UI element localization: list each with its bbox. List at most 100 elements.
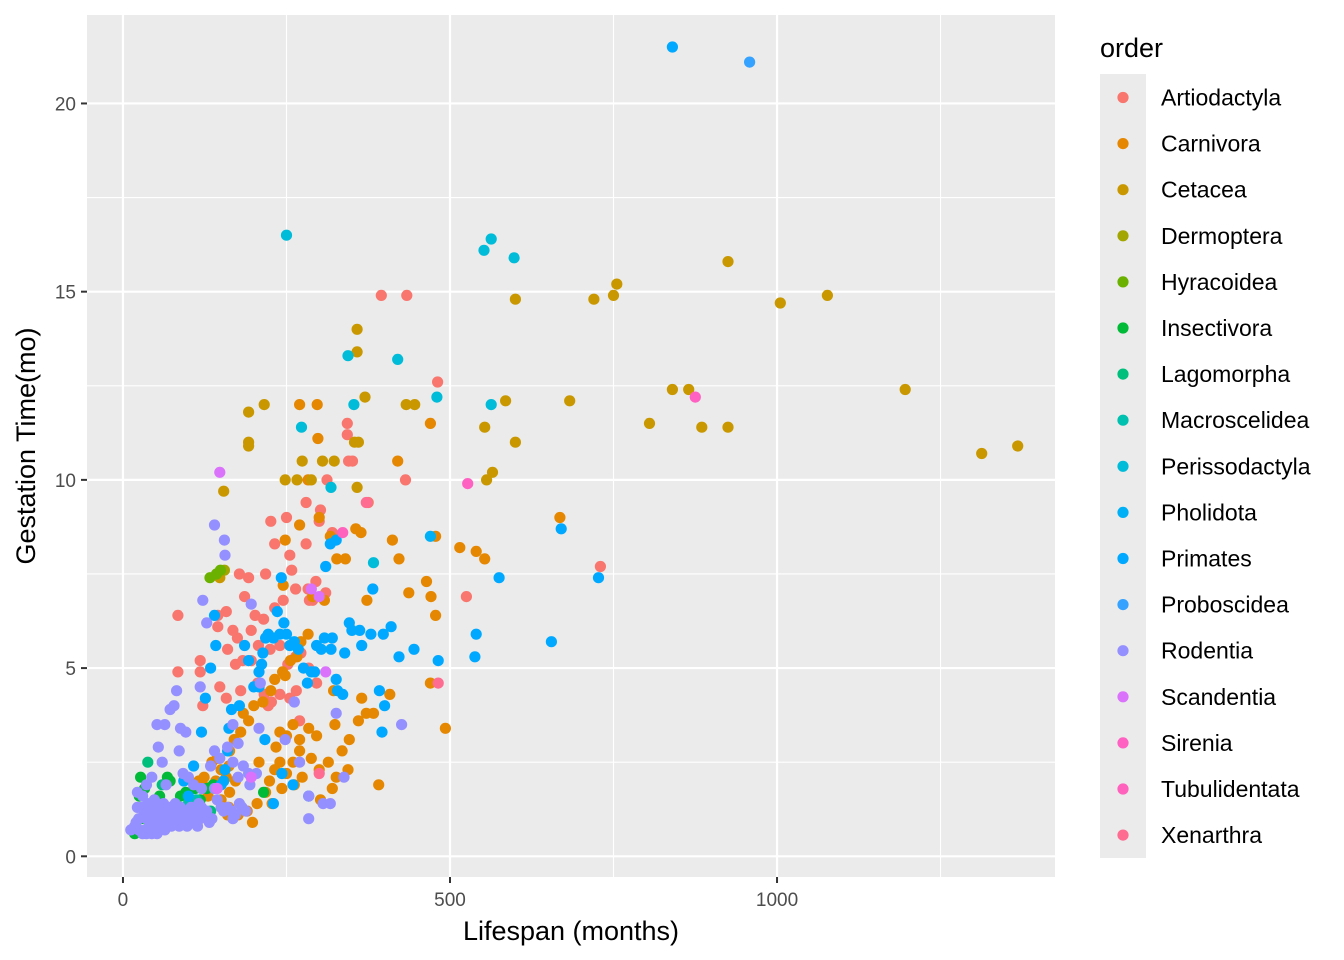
- point-perissodactyla: [367, 557, 380, 569]
- point-primates: [324, 538, 336, 550]
- point-primates: [287, 779, 299, 791]
- point-artiodactyla: [243, 572, 255, 584]
- point-hyracoidea: [214, 564, 226, 576]
- point-rodentia: [173, 745, 185, 757]
- point-primates: [339, 647, 351, 659]
- point-primates: [297, 662, 310, 674]
- point-cetacea: [351, 323, 363, 335]
- legend-label-xenarthra: Xenarthra: [1161, 822, 1262, 848]
- point-primates: [267, 798, 279, 810]
- point-perissodactyla: [508, 252, 520, 264]
- point-carnivora: [352, 715, 364, 727]
- data-points: [125, 41, 1024, 840]
- point-primates: [592, 572, 605, 584]
- point-rodentia: [208, 745, 221, 757]
- point-carnivora: [263, 775, 276, 787]
- point-carnivora: [330, 771, 342, 783]
- point-primates: [432, 655, 444, 667]
- legend-key-cetacea: [1117, 184, 1129, 196]
- point-rodentia: [279, 734, 291, 746]
- point-carnivora: [403, 587, 415, 599]
- point-primates: [275, 572, 287, 584]
- point-rodentia: [232, 737, 244, 750]
- point-primates: [259, 734, 271, 746]
- point-primates: [666, 41, 679, 53]
- point-primates: [555, 523, 567, 535]
- point-perissodactyla: [392, 353, 404, 365]
- legend-label-dermoptera: Dermoptera: [1161, 223, 1283, 249]
- point-artiodactyla: [172, 609, 184, 622]
- point-primates: [284, 639, 296, 652]
- legend: order Artiodactyla Carnivora Cetacea Dermop…: [1100, 33, 1311, 858]
- point-cetacea: [305, 474, 317, 486]
- point-artiodactyla: [227, 624, 239, 637]
- point-primates: [219, 764, 231, 776]
- point-artiodactyla: [290, 583, 302, 595]
- point-rodentia: [222, 741, 234, 753]
- point-artiodactyla: [222, 643, 234, 655]
- point-insectivora: [258, 786, 270, 798]
- point-primates: [331, 685, 344, 697]
- point-carnivora: [312, 432, 324, 445]
- point-artiodactyla: [212, 621, 224, 633]
- point-rodentia: [140, 779, 153, 791]
- point-carnivora: [311, 730, 323, 742]
- point-scandentia: [320, 666, 332, 678]
- point-primates: [367, 583, 379, 595]
- point-cetacea: [243, 406, 255, 418]
- y-tick-label: 10: [55, 471, 76, 492]
- point-artiodactyla: [194, 666, 206, 678]
- point-rodentia: [197, 594, 209, 606]
- point-rodentia: [294, 756, 306, 768]
- point-primates: [330, 673, 342, 686]
- point-artiodactyla: [311, 677, 323, 689]
- point-artiodactyla: [401, 289, 413, 301]
- point-rodentia: [324, 798, 336, 810]
- point-artiodactyla: [269, 538, 281, 550]
- point-cetacea: [722, 421, 734, 433]
- point-artiodactyla: [194, 655, 206, 667]
- point-carnivora: [430, 609, 442, 622]
- point-carnivora: [420, 575, 433, 588]
- point-carnivora: [329, 719, 341, 731]
- point-primates: [301, 677, 313, 689]
- point-rodentia: [330, 707, 342, 719]
- point-rodentia: [156, 756, 168, 768]
- point-carnivora: [386, 534, 398, 546]
- point-cetacea: [899, 383, 911, 396]
- point-carnivora: [270, 741, 282, 753]
- point-cetacea: [486, 466, 499, 478]
- legend-label-hyracoidea: Hyracoidea: [1161, 269, 1278, 295]
- legend-label-primates: Primates: [1161, 546, 1252, 572]
- point-primates: [469, 651, 481, 663]
- legend-key-pholidota: [1117, 506, 1129, 518]
- point-cetacea: [351, 481, 363, 493]
- legend-key-carnivora: [1117, 138, 1129, 150]
- point-perissodactyla: [295, 421, 308, 433]
- point-artiodactyla: [235, 685, 247, 697]
- point-rodentia: [218, 534, 230, 546]
- point-carnivora: [246, 816, 259, 829]
- point-primates: [385, 621, 397, 633]
- point-primates: [195, 726, 208, 738]
- point-rodentia: [151, 719, 163, 731]
- point-cetacea: [296, 455, 308, 467]
- point-cetacea: [291, 474, 303, 486]
- point-artiodactyla: [233, 568, 245, 580]
- point-primates: [320, 560, 332, 573]
- point-cetacea: [696, 421, 708, 433]
- legend-label-insectivora: Insectivora: [1161, 315, 1272, 341]
- point-carnivora: [343, 734, 355, 746]
- legend-key-xenarthra: [1117, 829, 1129, 841]
- point-xenarthra: [313, 767, 325, 780]
- point-rodentia: [177, 767, 189, 780]
- point-carnivora: [279, 534, 291, 546]
- point-artiodactyla: [260, 568, 272, 580]
- point-carnivora: [287, 719, 299, 731]
- legend-key-tubulidentata: [1117, 783, 1129, 795]
- point-perissodactyla: [280, 229, 293, 241]
- point-sirenia: [689, 391, 701, 403]
- legend-key-proboscidea: [1117, 599, 1129, 611]
- point-primates: [271, 606, 283, 618]
- point-cetacea: [821, 289, 834, 301]
